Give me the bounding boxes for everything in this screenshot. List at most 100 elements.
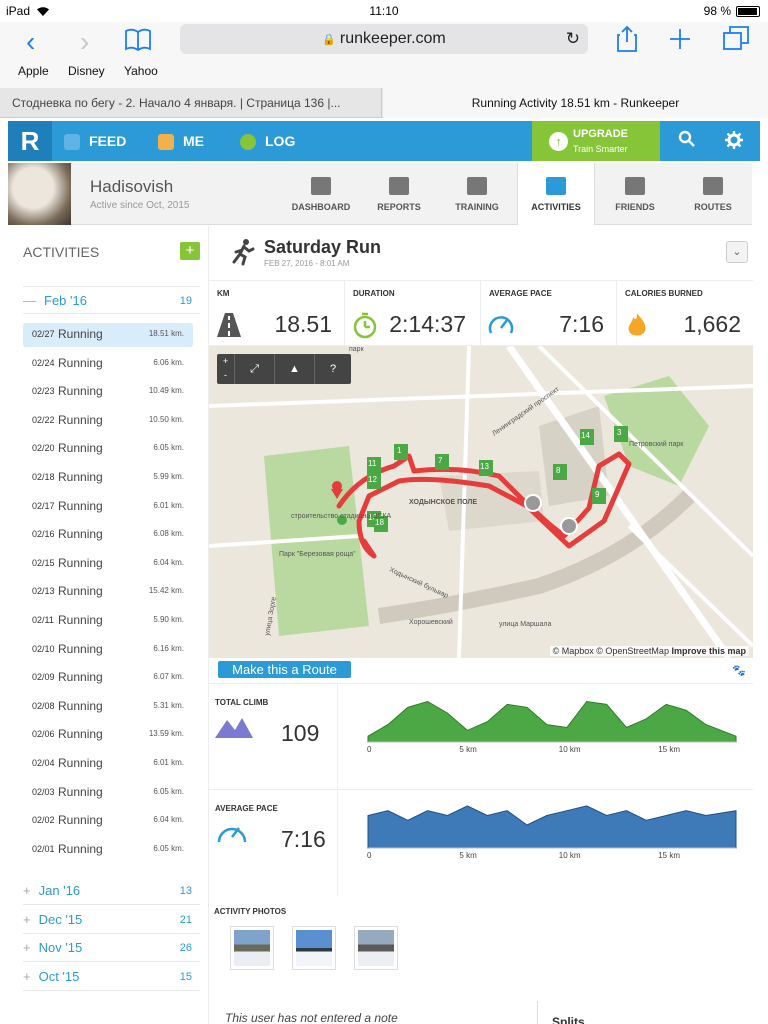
- activity-row[interactable]: 02/24 Running 6.06 km.: [23, 352, 193, 376]
- activity-type: Running: [58, 670, 103, 685]
- avatar[interactable]: [8, 163, 71, 225]
- pace-chart[interactable]: 0 5 km 10 km 15 km: [337, 790, 753, 896]
- map-controls: + - ⤢ ▲ ?: [217, 354, 351, 384]
- activity-type: Running: [58, 412, 103, 427]
- activity-date: 02/09: [32, 672, 55, 683]
- activity-row[interactable]: 02/22 Running 10.50 km.: [23, 409, 193, 433]
- collapse-icon: —: [23, 293, 36, 308]
- activity-photo[interactable]: [292, 926, 336, 970]
- activity-row[interactable]: 02/11 Running 5.90 km.: [23, 609, 193, 633]
- activity-row[interactable]: 02/02 Running 6.04 km.: [23, 809, 193, 833]
- nav-feed[interactable]: FEED: [64, 121, 126, 161]
- share-icon[interactable]: [616, 25, 638, 53]
- new-tab-icon[interactable]: [668, 27, 692, 51]
- address-bar[interactable]: 🔒 runkeeper.com ↻: [180, 24, 588, 54]
- stopwatch-icon: [353, 312, 377, 339]
- user-note: This user has not entered a note: [225, 1011, 398, 1024]
- upgrade-button[interactable]: ↑ UPGRADE Train Smarter: [532, 121, 660, 161]
- stat-calories: CALORIES BURNED 1,662: [625, 289, 741, 337]
- tab-activities[interactable]: ACTIVITIES: [517, 163, 595, 225]
- activity-options-dropdown[interactable]: ⌄: [726, 241, 748, 263]
- month-feb-16[interactable]: — Feb '16 19: [23, 286, 200, 314]
- runkeeper-logo[interactable]: R: [8, 121, 52, 161]
- forward-icon[interactable]: ›: [80, 26, 90, 57]
- month-row[interactable]: + Dec '15 21: [23, 906, 200, 934]
- activity-date: 02/16: [32, 529, 55, 540]
- road-icon: [217, 313, 241, 337]
- photo-marker[interactable]: [560, 517, 578, 535]
- activity-distance: 6.16 km.: [153, 643, 184, 653]
- make-route-button[interactable]: Make this a Route: [218, 661, 351, 678]
- activity-row[interactable]: 02/08 Running 5.31 km.: [23, 695, 193, 719]
- tab-reports[interactable]: REPORTS: [360, 163, 438, 225]
- activity-row[interactable]: 02/13 Running 15.42 km.: [23, 580, 193, 604]
- activity-row[interactable]: 02/17 Running 6.01 km.: [23, 495, 193, 519]
- tab-training[interactable]: TRAINING: [438, 163, 516, 225]
- map-attribution[interactable]: © Mapbox © OpenStreetMap Improve this ma…: [549, 646, 749, 656]
- activity-row[interactable]: 02/06 Running 13.59 km.: [23, 723, 193, 747]
- climb-value: 109: [281, 720, 320, 746]
- svg-text:3: 3: [617, 428, 622, 437]
- nav-log[interactable]: LOG: [240, 121, 295, 161]
- activity-row[interactable]: 02/03 Running 6.05 km.: [23, 781, 193, 805]
- month-count: 19: [179, 295, 192, 307]
- activity-row[interactable]: 02/27 Running 18.51 km.: [23, 323, 193, 347]
- svg-text:12: 12: [368, 475, 377, 484]
- search-icon[interactable]: [678, 130, 696, 153]
- activity-row[interactable]: 02/16 Running 6.08 km.: [23, 523, 193, 547]
- tab-friends[interactable]: FRIENDS: [596, 163, 674, 225]
- expand-icon: +: [23, 940, 31, 956]
- tabs-overview-icon[interactable]: [722, 25, 750, 51]
- tab-dashboard[interactable]: DASHBOARD: [282, 163, 360, 225]
- expand-icon: +: [23, 883, 31, 898]
- climb-section: TOTAL CLIMB 109 0 5 km 10 km 15 km: [209, 683, 753, 790]
- activity-row[interactable]: 02/04 Running 6.01 km.: [23, 752, 193, 776]
- activity-distance: 6.07 km.: [153, 672, 184, 682]
- activity-row[interactable]: 02/18 Running 5.99 km.: [23, 466, 193, 490]
- clipboard-icon: [467, 177, 487, 195]
- paw-icon[interactable]: 🐾: [732, 665, 746, 677]
- month-row[interactable]: + Oct '15 15: [23, 963, 200, 991]
- activity-row[interactable]: 02/09 Running 6.07 km.: [23, 666, 193, 690]
- month-label: Jan '16: [38, 883, 81, 898]
- bar-chart-icon: [389, 177, 409, 195]
- route-map[interactable]: 1 3 7 8 9 11 12 13 14 16 18 ХОДЫНСКОЕ ПО…: [209, 346, 753, 658]
- tab-runkeeper[interactable]: Running Activity 18.51 km - Runkeeper: [383, 88, 768, 118]
- nav-me[interactable]: ME: [158, 121, 204, 161]
- bookmarks-icon[interactable]: [124, 28, 152, 52]
- elevation-chart[interactable]: 0 5 km 10 km 15 km: [337, 684, 753, 790]
- month-count: 13: [179, 885, 192, 897]
- tab-forum[interactable]: Стодневка по бегу - 2. Начало 4 января. …: [0, 88, 382, 118]
- zoom-buttons[interactable]: + -: [217, 354, 235, 384]
- routes-icon: [703, 177, 723, 195]
- x-tick-label: 15 km: [658, 745, 680, 754]
- reload-icon[interactable]: ↻: [565, 29, 580, 48]
- terrain-icon[interactable]: ▲: [275, 354, 315, 384]
- add-activity-button[interactable]: +: [180, 242, 200, 260]
- favorite-yahoo[interactable]: Yahoo: [124, 64, 158, 78]
- activity-photo[interactable]: [230, 926, 274, 970]
- month-row[interactable]: + Nov '15 26: [23, 934, 200, 963]
- favorite-apple[interactable]: Apple: [18, 64, 49, 78]
- activity-row[interactable]: 02/10 Running 6.16 km.: [23, 638, 193, 662]
- stat-pace-value: 7:16: [559, 311, 604, 337]
- back-icon[interactable]: ‹: [26, 26, 36, 57]
- month-count: 26: [179, 942, 192, 955]
- activity-row[interactable]: 02/23 Running 10.49 km.: [23, 380, 193, 404]
- fullscreen-icon[interactable]: ⤢: [235, 354, 275, 384]
- photo-marker[interactable]: [524, 494, 542, 512]
- activity-row[interactable]: 02/15 Running 6.04 km.: [23, 552, 193, 576]
- help-icon[interactable]: ?: [329, 363, 337, 375]
- activity-date: 02/24: [32, 357, 55, 368]
- favorite-disney[interactable]: Disney: [68, 64, 105, 78]
- tab-routes[interactable]: ROUTES: [674, 163, 752, 225]
- user-name[interactable]: Hadisovish: [90, 177, 174, 196]
- month-row[interactable]: + Jan '16 13: [23, 877, 200, 905]
- settings-gear-icon[interactable]: [724, 130, 744, 155]
- activity-photo[interactable]: [354, 926, 398, 970]
- activity-type: Running: [58, 813, 103, 828]
- activity-row[interactable]: 02/20 Running 6.05 km.: [23, 437, 193, 461]
- x-tick-label: 10 km: [559, 851, 581, 860]
- activity-row[interactable]: 02/01 Running 6.05 km.: [23, 838, 193, 862]
